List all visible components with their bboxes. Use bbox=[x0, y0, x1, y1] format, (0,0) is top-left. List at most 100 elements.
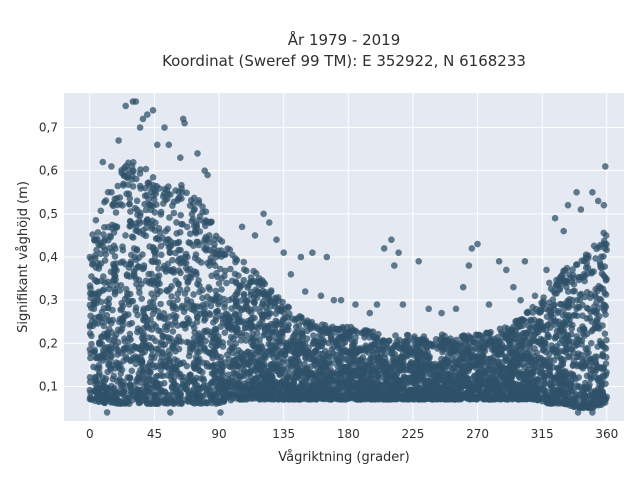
data-point bbox=[170, 365, 178, 373]
data-point bbox=[573, 305, 580, 313]
data-point bbox=[191, 222, 198, 230]
data-point bbox=[234, 325, 241, 333]
data-point bbox=[152, 247, 160, 254]
data-point bbox=[143, 344, 150, 351]
data-point bbox=[414, 344, 422, 352]
data-point bbox=[275, 395, 283, 403]
data-point bbox=[574, 362, 581, 370]
data-point bbox=[193, 357, 200, 364]
data-point bbox=[516, 331, 523, 339]
data-point bbox=[90, 305, 98, 313]
data-point bbox=[190, 242, 197, 249]
data-point bbox=[221, 329, 229, 337]
data-point bbox=[91, 373, 99, 381]
data-point bbox=[470, 335, 477, 343]
data-point bbox=[474, 372, 482, 379]
data-point bbox=[439, 375, 446, 383]
data-point bbox=[524, 308, 532, 316]
data-point bbox=[218, 247, 225, 254]
data-point bbox=[240, 266, 248, 273]
data-point bbox=[571, 287, 578, 295]
data-point bbox=[110, 386, 117, 393]
data-point bbox=[123, 355, 130, 363]
data-point bbox=[581, 293, 589, 301]
data-point bbox=[169, 328, 177, 335]
data-point bbox=[576, 291, 584, 299]
data-point bbox=[458, 363, 465, 370]
data-point bbox=[302, 354, 309, 361]
data-point bbox=[540, 294, 547, 301]
data-point bbox=[358, 329, 366, 337]
data-point bbox=[105, 295, 113, 303]
data-point bbox=[97, 250, 104, 258]
data-point bbox=[383, 343, 391, 351]
data-point bbox=[601, 344, 608, 351]
data-point bbox=[112, 209, 120, 216]
data-point bbox=[441, 357, 449, 365]
data-point bbox=[534, 396, 541, 404]
data-point bbox=[601, 330, 609, 338]
data-point bbox=[149, 310, 157, 318]
data-point bbox=[125, 394, 132, 402]
data-point bbox=[582, 251, 590, 258]
data-point bbox=[597, 284, 604, 291]
data-point bbox=[355, 356, 362, 364]
data-point bbox=[515, 396, 523, 403]
data-point bbox=[142, 206, 150, 214]
data-point bbox=[549, 296, 557, 304]
data-point bbox=[170, 198, 178, 206]
data-point bbox=[569, 266, 576, 273]
data-point bbox=[113, 345, 121, 353]
data-point bbox=[201, 219, 208, 226]
data-point bbox=[472, 382, 480, 390]
data-point bbox=[273, 321, 281, 329]
data-point bbox=[98, 298, 105, 306]
data-point bbox=[588, 339, 595, 347]
data-point bbox=[234, 290, 241, 298]
data-point bbox=[556, 339, 564, 347]
data-point bbox=[588, 318, 595, 325]
data-point bbox=[159, 372, 167, 380]
data-point bbox=[168, 293, 175, 300]
data-point bbox=[257, 393, 265, 401]
data-point bbox=[544, 331, 552, 339]
data-point bbox=[298, 327, 306, 334]
data-point bbox=[123, 190, 130, 198]
data-point bbox=[369, 328, 377, 336]
data-point bbox=[466, 376, 474, 383]
data-point bbox=[145, 363, 153, 371]
data-point bbox=[586, 381, 593, 389]
data-point bbox=[105, 285, 113, 293]
data-point bbox=[177, 269, 184, 277]
data-point bbox=[126, 200, 133, 208]
data-point bbox=[281, 314, 289, 322]
data-point bbox=[489, 337, 496, 345]
data-point bbox=[126, 290, 134, 298]
data-point bbox=[94, 229, 102, 236]
data-point bbox=[232, 384, 240, 392]
data-point bbox=[382, 376, 389, 384]
data-point bbox=[292, 350, 300, 358]
data-point bbox=[140, 264, 148, 272]
data-point bbox=[232, 340, 240, 347]
data-point bbox=[224, 321, 232, 328]
data-point bbox=[179, 320, 187, 328]
chart-title-line-2: Koordinat (Sweref 99 TM): E 352922, N 61… bbox=[162, 52, 526, 70]
data-point bbox=[406, 337, 413, 345]
data-point bbox=[150, 383, 158, 390]
data-point bbox=[147, 369, 154, 376]
data-point bbox=[479, 379, 487, 387]
data-point bbox=[374, 373, 382, 380]
data-point bbox=[578, 337, 586, 345]
data-point bbox=[98, 308, 106, 316]
data-point bbox=[173, 219, 180, 226]
data-point bbox=[158, 348, 166, 356]
data-point bbox=[371, 365, 379, 373]
data-point bbox=[156, 280, 163, 288]
data-point bbox=[217, 323, 224, 331]
data-point bbox=[347, 360, 355, 368]
data-point bbox=[375, 330, 382, 338]
data-point bbox=[368, 395, 375, 402]
data-point bbox=[227, 333, 235, 341]
data-point bbox=[595, 313, 603, 320]
